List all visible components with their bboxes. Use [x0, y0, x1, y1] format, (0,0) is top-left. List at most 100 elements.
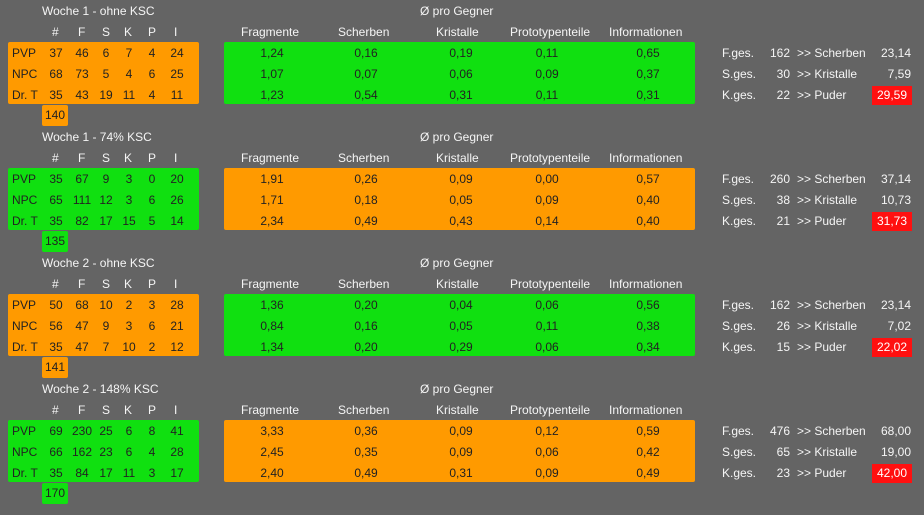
average-cell: 0,29: [449, 340, 473, 354]
count-cell: 7: [102, 340, 110, 354]
counts-table: [8, 420, 199, 482]
average-cell: 0,34: [636, 340, 660, 354]
stat-result: 10,73: [880, 193, 911, 207]
average-column-header: Scherben: [338, 277, 390, 291]
powder-result-highlight: 29,59: [872, 86, 912, 105]
count-cell: 47: [75, 340, 89, 354]
count-cell: 111: [72, 193, 92, 207]
averages-table: [224, 294, 695, 356]
average-cell: 3,33: [260, 424, 284, 438]
count-cell: 65: [49, 193, 63, 207]
count-cell: 20: [170, 172, 184, 186]
count-column-header: P: [148, 25, 157, 39]
average-cell: 0,05: [449, 319, 473, 333]
stat-conversion: >> Puder: [797, 88, 847, 102]
week-section: Woche 1 - ohne KSC Ø pro Gegner # F S K P I Frag…: [0, 0, 924, 126]
count-cell: 84: [75, 466, 89, 480]
average-cell: 0,11: [535, 88, 559, 102]
total-count: 141: [42, 357, 68, 378]
average-column-header: Prototypenteile: [510, 151, 591, 165]
average-cell: 0,20: [354, 340, 378, 354]
count-cell: 6: [125, 424, 133, 438]
stat-conversion: >> Scherben: [797, 424, 866, 438]
average-cell: 0,49: [354, 466, 378, 480]
count-cell: 4: [148, 88, 156, 102]
count-cell: 0: [148, 172, 156, 186]
average-cell: 0,49: [636, 466, 660, 480]
average-column-header: Informationen: [609, 25, 683, 39]
average-column-header: Fragmente: [241, 403, 300, 417]
stat-conversion: >> Kristalle: [797, 445, 858, 459]
stat-label: S.ges.: [722, 319, 757, 333]
stat-result: 68,00: [880, 424, 911, 438]
count-cell: 12: [170, 340, 184, 354]
average-cell: 1,07: [260, 67, 284, 81]
count-cell: 10: [99, 298, 113, 312]
count-cell: 24: [170, 46, 184, 60]
count-column-header: F: [78, 25, 86, 39]
counts-table: [8, 294, 199, 356]
average-cell: 0,40: [636, 214, 660, 228]
average-cell: 0,05: [449, 193, 473, 207]
count-cell: 56: [49, 319, 63, 333]
count-cell: 50: [49, 298, 63, 312]
count-cell: 68: [49, 67, 63, 81]
stat-value: 23: [776, 466, 790, 480]
count-column-header: P: [148, 151, 157, 165]
average-cell: 0,37: [636, 67, 660, 81]
count-cell: 25: [99, 424, 113, 438]
count-cell: 4: [125, 67, 133, 81]
row-label: PVP: [12, 424, 37, 438]
average-cell: 0,56: [636, 298, 660, 312]
stat-label: F.ges.: [722, 172, 755, 186]
count-column-header: K: [124, 151, 133, 165]
count-cell: 11: [170, 88, 184, 102]
average-cell: 0,06: [449, 67, 473, 81]
stat-conversion: >> Kristalle: [797, 193, 858, 207]
average-column-header: Scherben: [338, 151, 390, 165]
average-cell: 0,59: [636, 424, 660, 438]
average-column-header: Informationen: [609, 403, 683, 417]
stat-label: S.ges.: [722, 445, 757, 459]
average-cell: 0,57: [636, 172, 660, 186]
count-cell: 2: [148, 340, 156, 354]
stat-conversion: >> Scherben: [797, 298, 866, 312]
count-cell: 7: [125, 46, 133, 60]
count-cell: 3: [148, 298, 156, 312]
count-cell: 4: [148, 46, 156, 60]
average-cell: 1,91: [260, 172, 284, 186]
average-cell: 0,43: [449, 214, 473, 228]
count-cell: 162: [71, 445, 93, 459]
average-cell: 0,31: [636, 88, 660, 102]
row-label: PVP: [12, 298, 37, 312]
stat-conversion: >> Kristalle: [797, 319, 858, 333]
average-cell: 0,09: [535, 466, 559, 480]
counts-table: [8, 168, 199, 230]
stat-conversion: >> Puder: [797, 466, 847, 480]
total-count: 170: [42, 483, 68, 504]
row-label: Dr. T: [12, 88, 38, 102]
count-column-header: K: [124, 403, 133, 417]
stat-result: 23,14: [880, 298, 911, 312]
average-cell: 0,09: [449, 445, 473, 459]
stat-value: 22: [776, 88, 790, 102]
average-cell: 0,04: [449, 298, 473, 312]
count-cell: 23: [99, 445, 113, 459]
count-cell: 6: [102, 46, 110, 60]
average-column-header: Prototypenteile: [510, 25, 591, 39]
count-cell: 9: [102, 319, 110, 333]
average-per-opponent-title: Ø pro Gegner: [420, 4, 494, 18]
count-column-header: #: [52, 277, 59, 291]
row-label: NPC: [12, 445, 38, 459]
count-cell: 14: [170, 214, 184, 228]
count-cell: 47: [75, 319, 89, 333]
stat-conversion: >> Scherben: [797, 46, 866, 60]
average-cell: 0,09: [449, 424, 473, 438]
count-column-header: I: [174, 403, 178, 417]
average-cell: 1,34: [260, 340, 284, 354]
section-title: Woche 1 - ohne KSC: [42, 4, 155, 18]
count-column-header: P: [148, 277, 157, 291]
count-column-header: #: [52, 403, 59, 417]
average-cell: 0,35: [354, 445, 378, 459]
count-cell: 6: [148, 67, 156, 81]
